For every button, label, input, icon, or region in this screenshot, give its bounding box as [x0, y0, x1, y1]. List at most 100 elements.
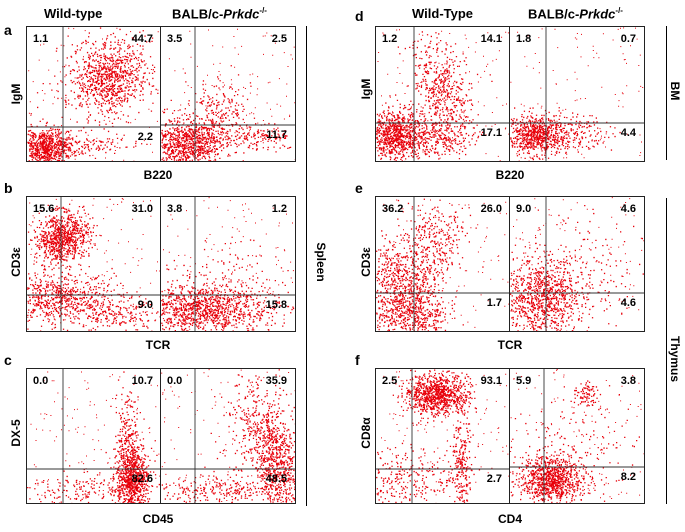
event-dots-f-ko [510, 369, 644, 503]
plot-c-ko: 0.0 35.9 48.5 [160, 368, 296, 504]
quadrant-lr-e-wt: 1.7 [486, 297, 502, 309]
quadrant-ur-d-wt: 14.1 [480, 33, 502, 45]
scatter-points-f-wt [376, 369, 510, 503]
plot-c-wt: 0.0 10.7 82.6 [26, 368, 162, 504]
tissue-label-bm: BM [668, 81, 682, 101]
quadrant-lr-d-wt: 17.1 [480, 127, 502, 139]
scatter-a-wt [27, 27, 161, 161]
scatter-d-ko [510, 27, 644, 161]
quadrant-ul-a-ko: 3.5 [167, 33, 183, 45]
scatter-points-d-ko [510, 27, 644, 161]
tissue-label-thymus: Thymus [668, 335, 682, 382]
scatter-points-b-wt [27, 198, 161, 331]
panel-label-f: f [355, 352, 360, 368]
scatter-b-wt [27, 197, 161, 331]
scatter-e-wt [376, 197, 510, 331]
col-title-left-ko-gene: Prkdc [223, 6, 260, 22]
xlabel-d: B220 [495, 168, 525, 182]
plot-b-ko: 3.8 1.2 15.8 [160, 196, 296, 332]
ylabel-a: IgM [9, 83, 23, 105]
ylabel-e: CD3ε [359, 247, 373, 277]
event-dots-c-ko [161, 369, 295, 503]
panel-label-d: d [355, 8, 364, 24]
quadrant-ur-e-wt: 26.0 [480, 203, 502, 215]
scatter-a-ko [161, 27, 295, 161]
event-dots-e-ko [510, 197, 644, 331]
scatter-points-a-ko [161, 28, 295, 161]
quadrant-ul-c-wt: 0.0 [33, 375, 49, 387]
plot-f-ko: 5.9 3.8 8.2 [509, 368, 645, 504]
quadrant-lr-f-ko: 8.2 [620, 471, 636, 483]
quadrant-ul-d-wt: 1.2 [382, 33, 398, 45]
plot-f-wt: 2.5 93.1 2.7 [375, 368, 511, 504]
scatter-f-ko [510, 369, 644, 503]
event-dots-c-wt [27, 371, 161, 503]
plot-e-ko: 9.0 4.6 4.6 [509, 196, 645, 332]
plot-d-ko: 1.8 0.7 4.4 [509, 26, 645, 162]
col-title-left-wildtype: Wild-type [44, 6, 103, 21]
quadrant-ur-f-wt: 93.1 [480, 375, 502, 387]
plot-a-wt: 1.1 44.7 2.2 [26, 26, 162, 162]
quadrant-lr-b-ko: 15.8 [265, 299, 287, 311]
scatter-d-wt [376, 27, 510, 161]
xlabel-a: B220 [143, 168, 173, 182]
spleen-bracket [305, 26, 307, 506]
quadrant-lr-a-ko: 11.7 [266, 129, 287, 141]
col-title-right-ko-gene: Prkdc [579, 6, 616, 22]
thymus-bracket [665, 198, 667, 504]
plot-b-wt: 15.6 31.0 9.0 [26, 196, 162, 332]
event-dots-b-wt [27, 198, 161, 331]
quadrant-ul-c-ko: 0.0 [167, 375, 183, 387]
scatter-f-wt [376, 369, 510, 503]
xlabel-c: CD45 [142, 512, 174, 526]
scatter-b-ko [161, 197, 295, 331]
quadrant-ul-e-wt: 36.2 [382, 203, 404, 215]
quadrant-ur-c-ko: 35.9 [265, 375, 287, 387]
quadrant-lr-a-wt: 2.2 [137, 131, 153, 143]
plot-e-wt: 36.2 26.0 1.7 [375, 196, 511, 332]
event-dots-d-ko [510, 27, 644, 161]
col-title-right-ko-prefix: BALB/c- [528, 6, 580, 22]
panel-label-b: b [4, 180, 13, 196]
bm-bracket [665, 26, 667, 160]
quadrant-ul-e-ko: 9.0 [516, 203, 532, 215]
event-dots-e-wt [376, 198, 510, 331]
ylabel-b: CD3ε [9, 247, 23, 277]
col-title-left-ko-sup: -/- [259, 6, 267, 15]
quadrant-ur-a-wt: 44.7 [131, 33, 153, 45]
ylabel-f: CD8α [359, 417, 373, 449]
ylabel-d: IgM [359, 78, 373, 100]
xlabel-b: TCR [145, 338, 171, 352]
plot-d-wt: 1.2 14.1 17.1 [375, 26, 511, 162]
scatter-points-d-wt [376, 29, 510, 161]
quadrant-ul-d-ko: 1.8 [516, 33, 532, 45]
quadrant-ur-c-wt: 10.7 [131, 375, 153, 387]
xlabel-f: CD4 [497, 512, 522, 526]
quadrant-lr-c-wt: 82.6 [131, 473, 153, 485]
event-dots-b-ko [161, 197, 295, 331]
quadrant-ur-a-ko: 2.5 [271, 33, 287, 45]
quadrant-ul-a-wt: 1.1 [33, 33, 49, 45]
quadrant-lr-b-wt: 9.0 [137, 299, 153, 311]
quadrant-ur-e-ko: 4.6 [620, 203, 636, 215]
col-title-right-ko-sup: -/- [615, 6, 623, 15]
scatter-points-a-wt [27, 27, 161, 161]
panel-label-a: a [4, 22, 12, 38]
col-title-right-ko: BALB/c-Prkdc-/- [528, 6, 623, 21]
scatter-points-f-ko [510, 369, 644, 503]
scatter-c-wt [27, 369, 161, 503]
quadrant-ul-f-ko: 5.9 [516, 375, 532, 387]
ylabel-c: DX-5 [9, 419, 23, 447]
scatter-points-b-ko [161, 197, 295, 331]
panel-label-c: c [4, 352, 12, 368]
col-title-left-ko-prefix: BALB/c- [172, 6, 224, 22]
quadrant-ul-f-wt: 2.5 [382, 375, 398, 387]
scatter-c-ko [161, 369, 295, 503]
scatter-points-e-wt [376, 198, 510, 331]
quadrant-ur-d-ko: 0.7 [620, 33, 636, 45]
scatter-e-ko [510, 197, 644, 331]
quadrant-ul-b-ko: 3.8 [167, 203, 183, 215]
quadrant-ul-b-wt: 15.6 [33, 203, 55, 215]
col-title-left-ko: BALB/c-Prkdc-/- [172, 6, 267, 21]
scatter-points-e-ko [510, 197, 644, 331]
